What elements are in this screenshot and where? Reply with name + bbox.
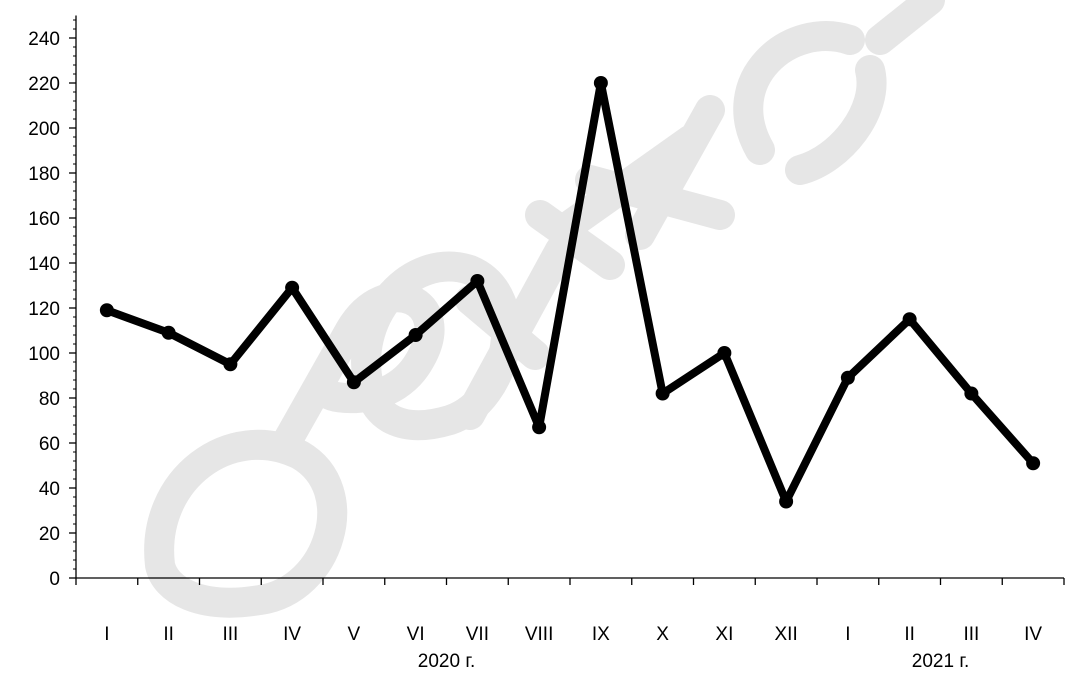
series (99, 76, 1041, 509)
x-tick-label: III (222, 624, 238, 645)
data-point (840, 370, 855, 385)
data-point (161, 325, 176, 340)
data-point (223, 357, 238, 372)
x-tick-label: XII (775, 624, 798, 645)
data-point (532, 420, 547, 435)
data-point (902, 312, 917, 327)
y-tick-label: 0 (49, 569, 60, 590)
data-point (1026, 456, 1041, 471)
x-tick-label: XI (715, 624, 733, 645)
y-tick-label: 180 (28, 164, 60, 185)
x-tick-label: IX (592, 624, 610, 645)
x-tick-label: VII (466, 624, 489, 645)
x-tick-label: I (104, 624, 109, 645)
x-tick-label: II (163, 624, 174, 645)
data-point (655, 386, 670, 401)
y-axis: 0 20 40 60 80 100 120 140 160 180 200 220 240 (28, 15, 77, 590)
x-tick-label: X (656, 624, 669, 645)
y-tick-label: 80 (39, 389, 60, 410)
data-point (593, 76, 608, 90)
x-tick-label: IV (1024, 624, 1042, 645)
data-point (470, 274, 485, 288)
year-label: 2021 г. (912, 651, 969, 672)
x-tick-label: V (348, 624, 361, 645)
data-point (99, 303, 114, 318)
y-tick-label: 200 (28, 119, 60, 140)
y-tick-label: 40 (39, 479, 60, 500)
year-labels: 2020 г. 2021 г. (418, 651, 969, 672)
x-tick-label: VI (407, 624, 425, 645)
data-point (285, 280, 300, 295)
y-tick-label: 20 (39, 524, 60, 545)
y-tick-label: 160 (28, 209, 60, 230)
x-tick-label: II (904, 624, 915, 645)
y-tick-label: 60 (39, 434, 60, 455)
y-tick-label: 120 (28, 299, 60, 320)
x-tick-label: III (963, 624, 979, 645)
year-label: 2020 г. (418, 651, 475, 672)
x-tick-label: VIII (525, 624, 554, 645)
y-tick-label: 240 (28, 29, 60, 50)
x-tick-label: IV (283, 624, 301, 645)
y-tick-label: 100 (28, 344, 60, 365)
data-point (779, 494, 794, 509)
data-point (964, 386, 979, 401)
data-point (408, 328, 423, 342)
y-tick-label: 140 (28, 254, 60, 275)
y-tick-label: 220 (28, 74, 60, 95)
series-line (102, 79, 1038, 506)
x-axis: I II III IV V VI VII VIII IX X XI XII I II III IV (75, 577, 1065, 645)
data-point (717, 346, 732, 360)
x-tick-label: I (845, 624, 850, 645)
data-point (346, 375, 361, 390)
